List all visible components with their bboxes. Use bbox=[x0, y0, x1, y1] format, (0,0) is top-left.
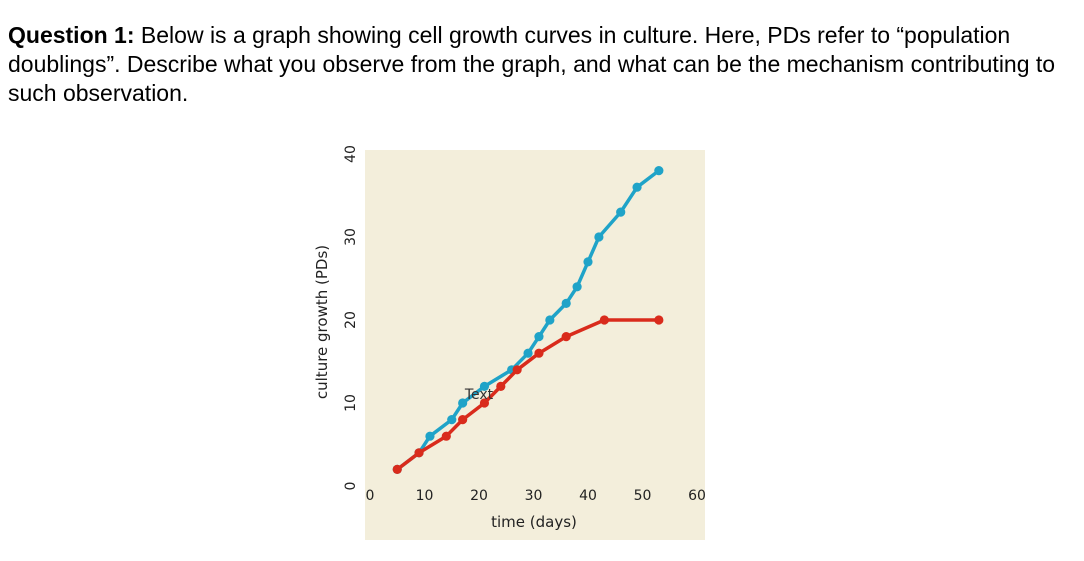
data-point bbox=[414, 448, 424, 458]
x-tick-label: 50 bbox=[634, 488, 652, 504]
x-axis-label: time (days) bbox=[491, 513, 577, 531]
data-point bbox=[425, 431, 435, 441]
data-point bbox=[458, 415, 468, 425]
y-tick-label: 0 bbox=[343, 482, 359, 491]
y-tick-label: 30 bbox=[343, 228, 359, 246]
question-text: Question 1: Below is a graph showing cel… bbox=[8, 21, 1068, 108]
data-point bbox=[545, 315, 555, 325]
chart-svg: 0 10 20 30 40 0 10 20 30 40 50 60 culture growth (… bbox=[313, 145, 706, 540]
data-point bbox=[616, 207, 626, 217]
x-tick-labels: 0 10 20 30 40 50 60 bbox=[366, 488, 706, 504]
data-point bbox=[654, 315, 664, 325]
y-tick-label: 20 bbox=[343, 311, 359, 329]
data-point bbox=[583, 257, 593, 267]
data-point bbox=[534, 348, 544, 358]
data-point bbox=[523, 348, 533, 358]
y-axis-label: culture growth (PDs) bbox=[313, 245, 331, 399]
y-tick-label: 10 bbox=[343, 394, 359, 412]
y-tick-label: 40 bbox=[343, 145, 359, 163]
data-point bbox=[392, 464, 402, 474]
data-point bbox=[441, 431, 451, 441]
data-point bbox=[496, 381, 506, 391]
y-tick-labels: 0 10 20 30 40 bbox=[343, 145, 359, 490]
data-point bbox=[599, 315, 609, 325]
x-tick-label: 10 bbox=[416, 488, 434, 504]
data-point bbox=[561, 332, 571, 342]
data-point bbox=[479, 398, 490, 408]
x-tick-label: 20 bbox=[470, 488, 488, 504]
x-tick-label: 40 bbox=[579, 488, 597, 504]
question-label: Question 1: bbox=[8, 22, 135, 48]
data-point bbox=[479, 381, 490, 391]
data-point bbox=[512, 365, 522, 375]
data-point bbox=[561, 298, 571, 308]
data-point bbox=[654, 166, 664, 176]
data-point bbox=[572, 282, 582, 292]
data-point bbox=[534, 332, 544, 342]
data-point bbox=[632, 182, 642, 192]
data-point bbox=[447, 415, 457, 425]
series-group bbox=[392, 166, 664, 474]
chart-annotation: Text bbox=[464, 387, 494, 403]
data-point bbox=[458, 398, 468, 408]
x-tick-label: 60 bbox=[688, 488, 706, 504]
question-body: Below is a graph showing cell growth cur… bbox=[8, 22, 1056, 106]
growth-chart: 0 10 20 30 40 0 10 20 30 40 50 60 culture growth (… bbox=[300, 110, 720, 555]
data-point bbox=[594, 232, 604, 242]
x-tick-label: 0 bbox=[366, 488, 375, 504]
x-tick-label: 30 bbox=[525, 488, 543, 504]
